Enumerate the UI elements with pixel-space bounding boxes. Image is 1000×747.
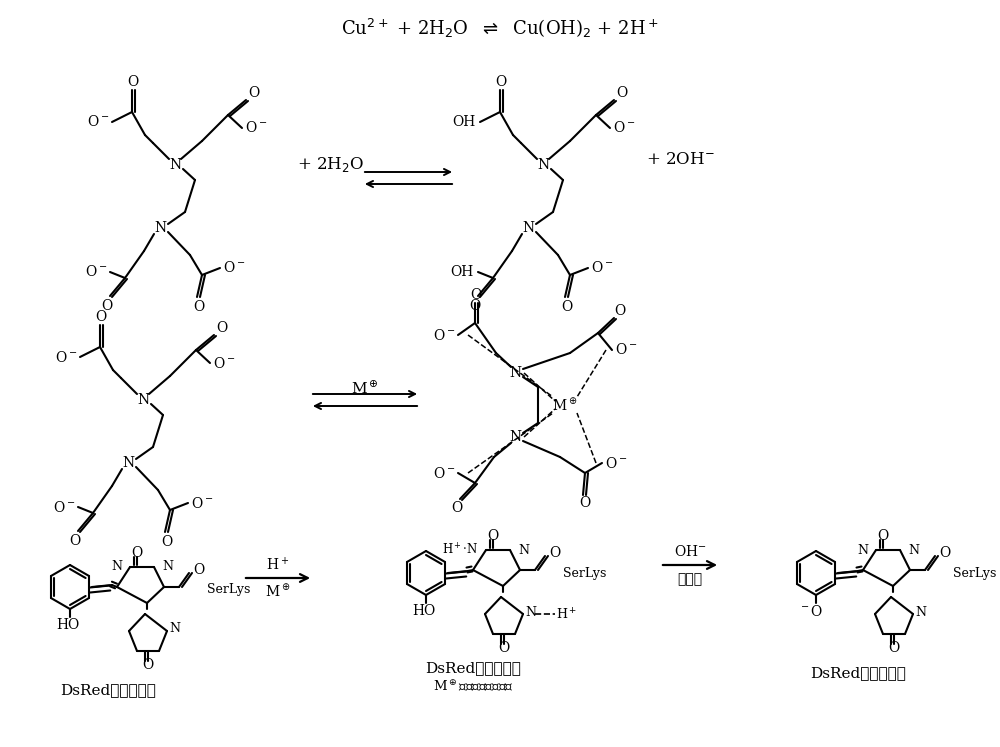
Text: O$^-$: O$^-$: [53, 500, 75, 515]
Text: N: N: [526, 606, 536, 619]
Text: O$^-$: O$^-$: [55, 350, 77, 365]
Text: M$^\oplus$: M$^\oplus$: [265, 583, 291, 599]
Text: O: O: [451, 501, 463, 515]
Text: O: O: [127, 75, 139, 89]
Text: HO: HO: [56, 618, 80, 632]
Text: N: N: [908, 544, 919, 557]
Text: O: O: [469, 299, 481, 313]
Text: OH$^{-}$: OH$^{-}$: [674, 545, 706, 560]
Text: O: O: [495, 75, 507, 89]
Text: N: N: [509, 366, 521, 380]
Text: O: O: [131, 546, 143, 560]
Text: $^-$O: $^-$O: [798, 604, 822, 619]
Text: HO: HO: [412, 604, 436, 618]
Text: O: O: [193, 300, 205, 314]
Text: 螯合剂: 螯合剂: [677, 572, 703, 586]
Text: O: O: [877, 529, 889, 543]
Text: O: O: [193, 563, 205, 577]
Text: N: N: [857, 544, 868, 557]
Text: O: O: [487, 529, 499, 543]
Text: N: N: [137, 393, 149, 407]
Text: O: O: [248, 86, 260, 100]
Text: O: O: [614, 304, 626, 318]
Text: O$^-$: O$^-$: [433, 327, 455, 343]
Text: + 2OH$^{-}$: + 2OH$^{-}$: [646, 152, 714, 169]
Text: O$^-$: O$^-$: [433, 465, 455, 480]
Text: O$^-$: O$^-$: [613, 120, 635, 135]
Text: O: O: [95, 310, 107, 324]
Text: DsRed的淬灭状态: DsRed的淬灭状态: [425, 661, 521, 675]
Text: H$^+$·N: H$^+$·N: [442, 542, 478, 558]
Text: + 2H$_2$O: + 2H$_2$O: [297, 155, 363, 175]
Text: H$^+$: H$^+$: [266, 557, 290, 574]
Text: M$^\oplus$: M$^\oplus$: [552, 397, 578, 413]
Text: O: O: [549, 546, 561, 560]
Text: O$^-$: O$^-$: [605, 456, 627, 471]
Text: SerLys: SerLys: [953, 566, 996, 580]
Text: N: N: [509, 430, 521, 444]
Text: O: O: [161, 535, 173, 549]
Text: O: O: [142, 658, 154, 672]
Text: O$^-$: O$^-$: [591, 261, 613, 276]
Text: OH: OH: [450, 265, 474, 279]
Text: N: N: [916, 606, 926, 619]
Text: N: N: [518, 544, 529, 557]
Text: DsRed的原始状态: DsRed的原始状态: [60, 683, 156, 697]
Text: O: O: [561, 300, 573, 314]
Text: O$^-$: O$^-$: [213, 356, 235, 371]
Text: O: O: [470, 288, 482, 302]
Text: OH: OH: [452, 115, 476, 129]
Text: N: N: [162, 560, 173, 574]
Text: N: N: [169, 158, 181, 172]
Text: O: O: [888, 641, 900, 655]
Text: M$^\oplus$金属离子协同作用: M$^\oplus$金属离子协同作用: [433, 678, 513, 694]
Text: O$^-$: O$^-$: [615, 343, 637, 358]
Text: DsRed的激发状态: DsRed的激发状态: [810, 666, 906, 680]
Text: O$^-$: O$^-$: [191, 495, 213, 510]
Text: O: O: [579, 496, 591, 510]
Text: O$^-$: O$^-$: [223, 261, 245, 276]
Text: N: N: [537, 158, 549, 172]
Text: Cu$^{2+}$ + 2H$_2$O  $\rightleftharpoons$  Cu(OH)$_2$ + 2H$^+$: Cu$^{2+}$ + 2H$_2$O $\rightleftharpoons$…: [341, 16, 659, 40]
Text: O: O: [216, 321, 228, 335]
Text: SerLys: SerLys: [207, 583, 250, 597]
Text: O: O: [498, 641, 510, 655]
Text: N: N: [170, 622, 180, 636]
Text: SerLys: SerLys: [563, 566, 606, 580]
Text: O: O: [69, 534, 81, 548]
Text: N: N: [154, 221, 166, 235]
Text: N: N: [522, 221, 534, 235]
Text: O: O: [101, 299, 113, 313]
Text: O$^-$: O$^-$: [245, 120, 267, 135]
Text: N: N: [122, 456, 134, 470]
Text: O: O: [939, 546, 951, 560]
Text: H$^+$: H$^+$: [556, 607, 578, 623]
Text: O: O: [616, 86, 628, 100]
Text: O$^-$: O$^-$: [85, 264, 107, 279]
Text: O$^-$: O$^-$: [87, 114, 109, 129]
Text: N: N: [111, 560, 122, 574]
Text: M$^\oplus$: M$^\oplus$: [351, 379, 379, 397]
